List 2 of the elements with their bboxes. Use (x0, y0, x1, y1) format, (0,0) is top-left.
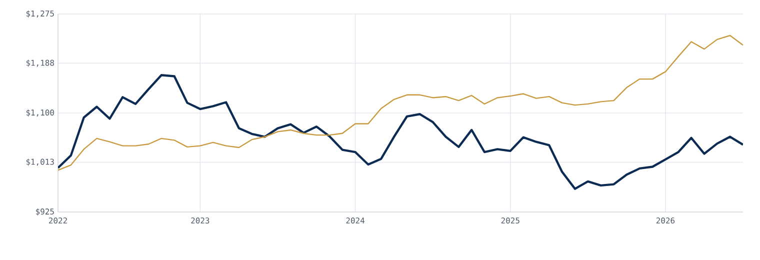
line-series (58, 34, 744, 171)
line-series (58, 74, 744, 190)
